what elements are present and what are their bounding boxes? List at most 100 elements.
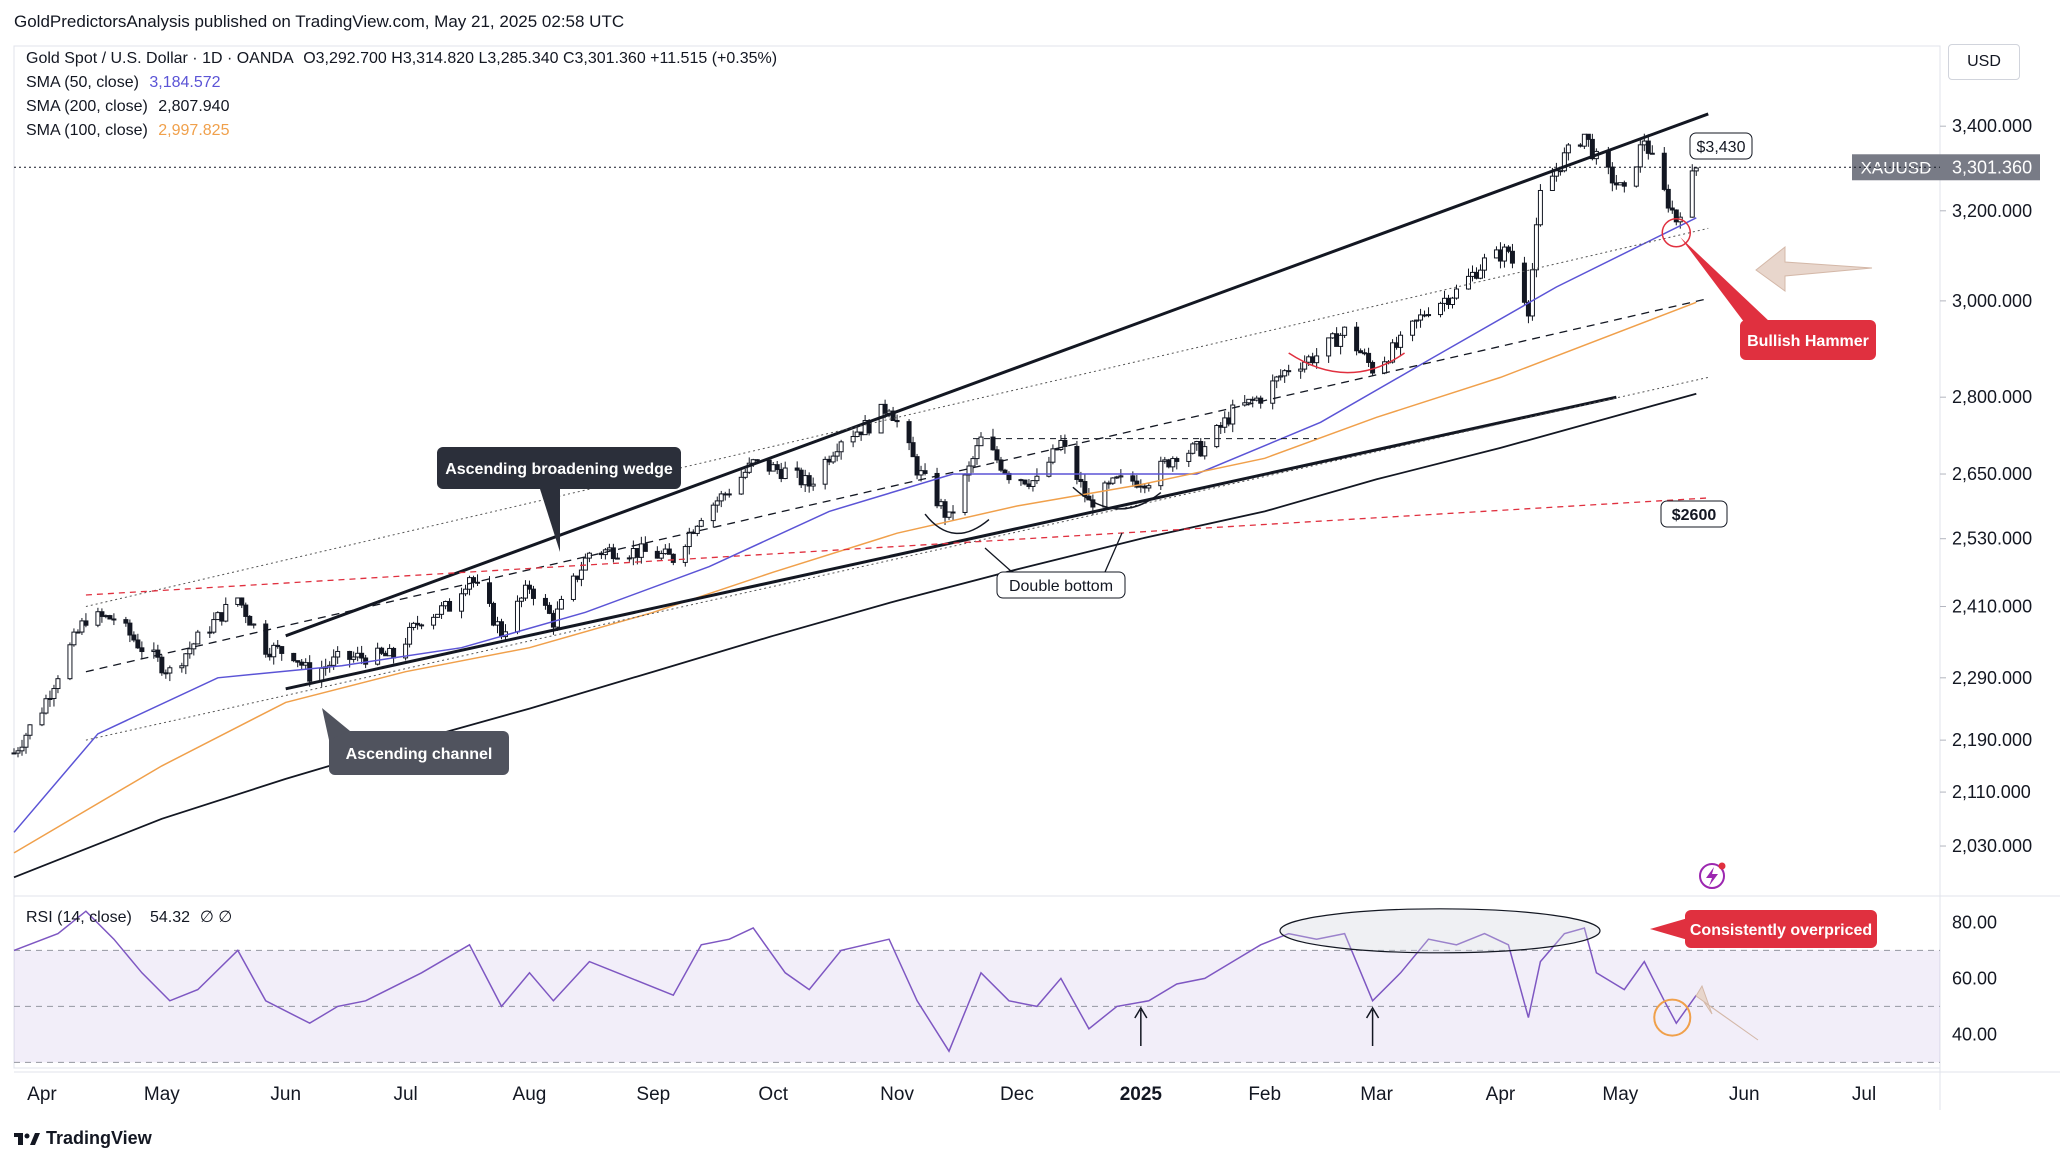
candle-body: [1358, 350, 1364, 354]
candle-body: [570, 575, 576, 600]
rsi-arrow-indicator: [1695, 984, 1759, 1041]
candle-body: [75, 631, 81, 634]
candle-body: [1577, 144, 1583, 147]
candle-body: [135, 639, 141, 649]
price-tick-label: 2,290.000: [1952, 668, 2032, 688]
rsi-legend-label: RSI (14, close): [26, 909, 132, 926]
candle-body: [83, 620, 89, 626]
time-tick-label: Jul: [393, 1084, 417, 1105]
candle-body: [1633, 166, 1639, 187]
candle-body: [830, 455, 836, 463]
candle-body: [802, 475, 808, 486]
candle-body: [1501, 246, 1507, 262]
candle-body: [123, 619, 129, 624]
price-tick-label: 3,000.000: [1952, 291, 2032, 311]
candle-body: [638, 543, 644, 558]
time-tick-label: Oct: [758, 1084, 788, 1105]
candle-body: [526, 584, 532, 590]
candle-body: [634, 548, 640, 558]
legend-sma100-value: 2,997.825: [158, 122, 230, 139]
time-tick-label: Apr: [27, 1084, 57, 1105]
candle-body: [1130, 475, 1136, 482]
rounding-bottom-arc: [1288, 352, 1405, 374]
price-tick-label: 2,110.000: [1952, 782, 2031, 802]
candle-body: [522, 584, 528, 599]
candle-body: [1230, 404, 1236, 425]
candle-body: [1557, 170, 1563, 173]
candle-body: [79, 620, 85, 633]
candle-body: [610, 547, 616, 560]
overbought-ellipse: [1279, 908, 1601, 954]
candle-body: [363, 657, 369, 665]
chart-frame: [13, 45, 1941, 1069]
candle-body: [491, 602, 497, 626]
candle-body: [630, 548, 636, 559]
candle-body: [946, 511, 952, 518]
candle-body: [15, 750, 21, 754]
candle-body: [307, 662, 313, 682]
candle-body: [1326, 337, 1332, 357]
candle-body: [1609, 166, 1615, 184]
candle-body: [978, 436, 984, 447]
legend-sma100[interactable]: SMA (100, close) 2,997.825: [26, 122, 229, 140]
candle-body: [1194, 441, 1200, 445]
candle-body: [806, 475, 812, 487]
candle-body: [275, 644, 281, 648]
candle-body: [894, 419, 900, 423]
legend-sma200[interactable]: SMA (200, close) 2,807.940: [26, 98, 229, 116]
candle-body: [658, 553, 664, 559]
candle-body: [271, 644, 277, 658]
candle-body: [331, 656, 337, 666]
candle-body: [1218, 424, 1224, 428]
candle-body: [542, 597, 548, 606]
time-tick-label: Jul: [1852, 1084, 1876, 1105]
candle-body: [1621, 182, 1627, 187]
candle-body: [970, 458, 976, 467]
label-price-2600-box: [1660, 500, 1728, 528]
candle-body: [1306, 356, 1312, 363]
callout-bullish-hammer-text: Bullish Hammer: [1747, 333, 1869, 350]
candle-body: [1110, 477, 1116, 484]
candle-body: [662, 548, 668, 555]
candle-body: [1314, 355, 1320, 364]
callout-pointer: [540, 489, 560, 552]
price-tick-label: 2,650.000: [1952, 464, 2032, 484]
time-tick-label: Apr: [1486, 1084, 1516, 1105]
candle-body: [754, 459, 760, 462]
candle-body: [107, 615, 113, 620]
candle-body: [1146, 485, 1152, 489]
candle-body: [1438, 302, 1444, 316]
candle-body: [934, 472, 940, 507]
candle-body: [195, 631, 201, 645]
candle-body: [1362, 352, 1368, 355]
legend-sma200-value: 2,807.940: [158, 98, 230, 115]
candle-body: [383, 652, 389, 657]
candle-body: [1561, 152, 1567, 172]
legend-symbol[interactable]: Gold Spot / U.S. Dollar · 1D · OANDA O3,…: [26, 50, 777, 68]
candle-body: [39, 712, 45, 726]
candle-body: [550, 612, 556, 628]
candle-body: [838, 441, 844, 453]
candle-body: [111, 618, 117, 621]
candle-body: [1174, 458, 1180, 462]
candle-body: [387, 647, 393, 657]
candle-body: [850, 436, 856, 443]
candle-body: [1270, 380, 1276, 404]
candle-body: [1418, 314, 1424, 321]
candle-body: [1106, 482, 1112, 485]
candle-body: [682, 546, 688, 563]
label-price-2600-text: $2600: [1672, 507, 1717, 524]
candle-body: [1250, 398, 1256, 401]
tradingview-brand[interactable]: TradingView: [14, 1128, 152, 1149]
double-bottom-arc: [924, 513, 990, 535]
candle-body: [1454, 288, 1460, 299]
candle-body: [351, 656, 357, 660]
legend-sma50[interactable]: SMA (50, close) 3,184.572: [26, 74, 221, 92]
candle-body: [95, 611, 101, 626]
channel-lower-line: [85, 376, 1709, 741]
candle-body: [858, 431, 864, 436]
candle-body: [471, 577, 477, 583]
candle-body: [163, 672, 169, 675]
currency-selector[interactable]: USD: [1948, 44, 2020, 80]
